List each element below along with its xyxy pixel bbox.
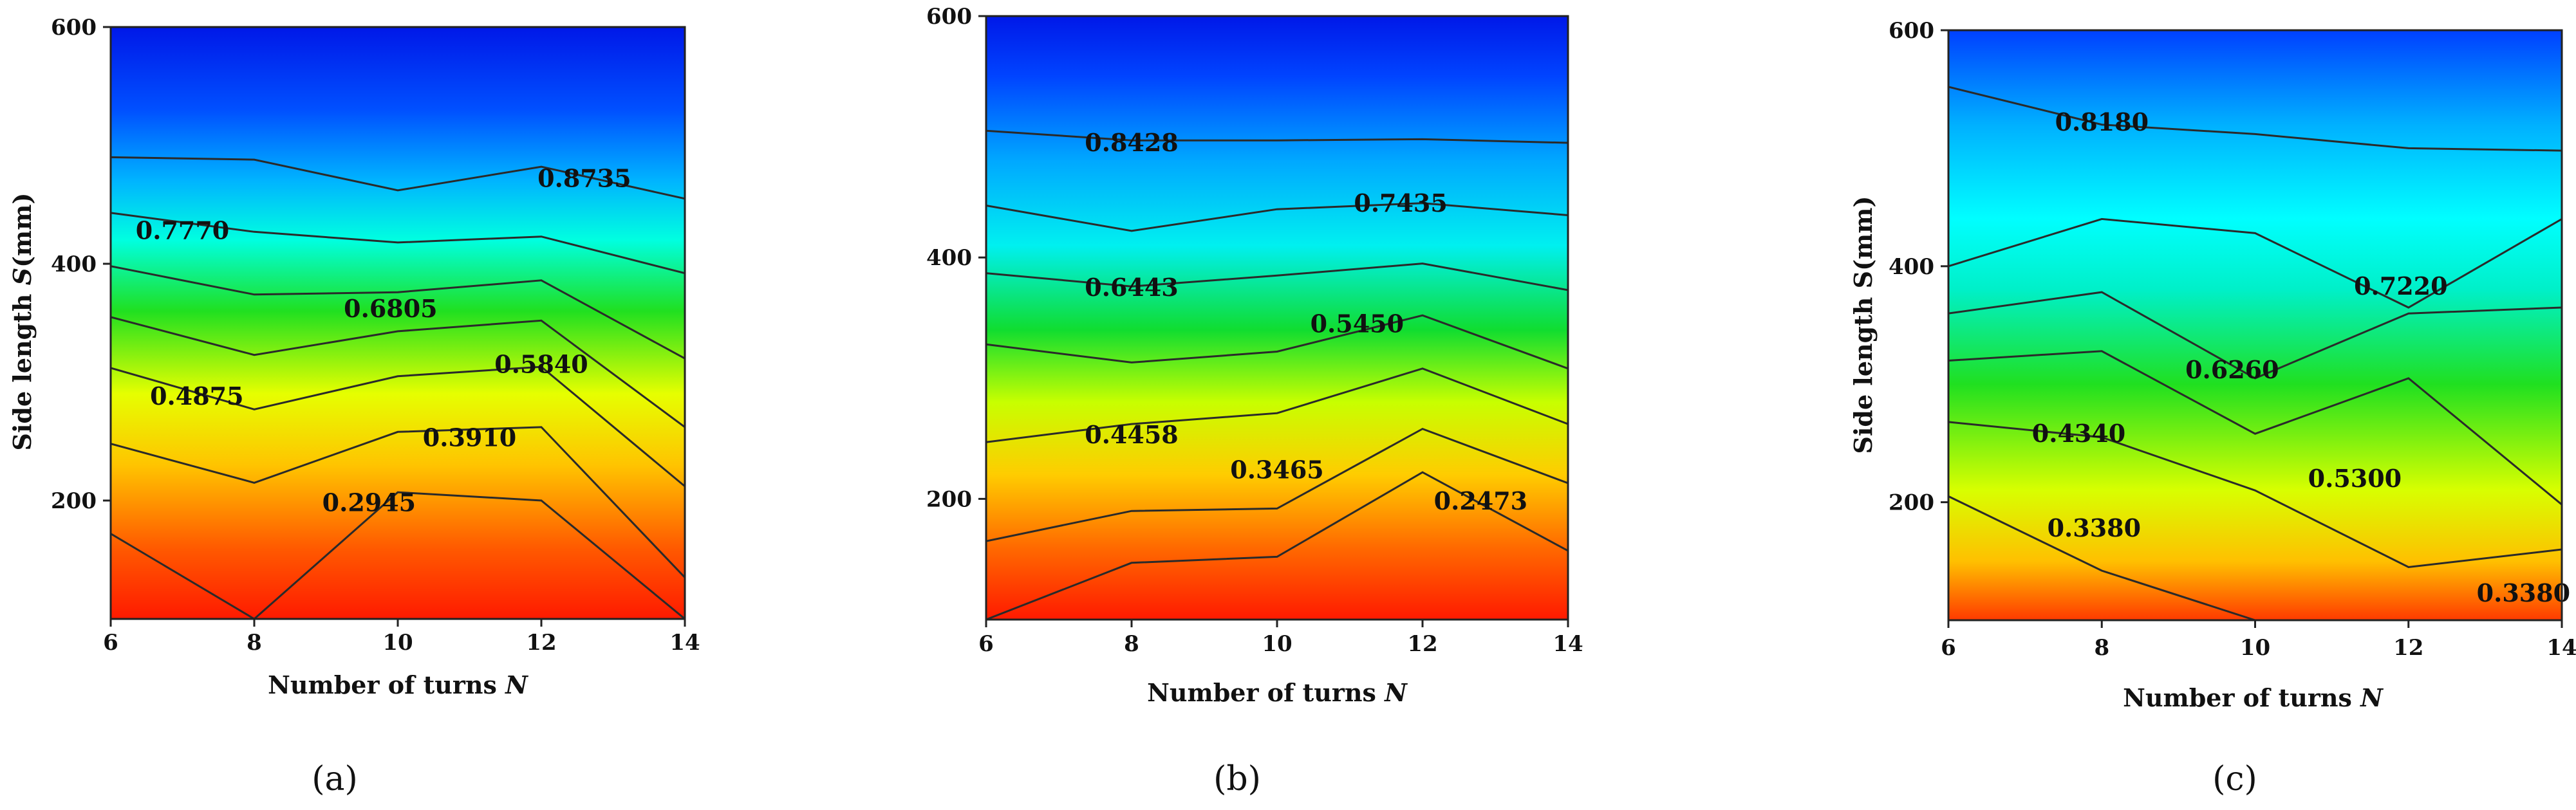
contour-lines-c bbox=[1948, 86, 2562, 620]
contour-labels-b: 0.8428 0.7435 0.6443 0.5450 0.4458 0.3465 0.24… bbox=[1085, 128, 1527, 515]
x-tick-label-c-1: 8 bbox=[2094, 635, 2109, 661]
plot-area-a bbox=[111, 27, 685, 619]
contour-label-b-1: 0.7435 bbox=[1354, 189, 1447, 217]
contour-line-a-6 bbox=[111, 491, 685, 619]
x-ticks-c: 6 8 10 12 14 bbox=[1941, 620, 2576, 661]
panel-a: 0.8735 0.7770 0.6805 0.5840 0.4875 0.3910 0.29… bbox=[8, 15, 700, 798]
x-tick-label-a-3: 12 bbox=[526, 630, 556, 656]
plot-area-c bbox=[1948, 30, 2562, 620]
contour-line-c-3 bbox=[1948, 350, 2562, 506]
contour-label-b-3: 0.5450 bbox=[1311, 309, 1404, 338]
contour-label-a-5: 0.4875 bbox=[150, 382, 243, 410]
x-axis-title-a: Number of turns N bbox=[268, 670, 528, 699]
contour-label-c-1: 0.7220 bbox=[2354, 272, 2447, 300]
y-tick-label-c-0: 200 bbox=[1889, 490, 1934, 516]
contour-line-c-0 bbox=[1948, 86, 2562, 152]
x-tick-label-b-0: 6 bbox=[978, 631, 994, 657]
contour-line-c-4 bbox=[1948, 421, 2562, 569]
contour-line-c-2 bbox=[1948, 291, 2562, 380]
contour-label-c-0: 0.8180 bbox=[2055, 107, 2149, 136]
caption-b: (b) bbox=[1213, 760, 1261, 798]
x-tick-label-c-3: 12 bbox=[2393, 635, 2423, 661]
contour-label-c-3: 0.5300 bbox=[2308, 464, 2402, 493]
contour-line-c-5 bbox=[1948, 495, 2562, 620]
y-ticks-c: 200 400 600 bbox=[1889, 18, 1948, 516]
y-tick-label-a-1: 400 bbox=[51, 252, 97, 277]
contour-label-c-2: 0.6260 bbox=[2185, 355, 2279, 384]
contour-label-b-0: 0.8428 bbox=[1085, 128, 1178, 157]
panel-b: 0.8428 0.7435 0.6443 0.5450 0.4458 0.3465 0.24… bbox=[926, 4, 1583, 798]
contour-line-b-4 bbox=[986, 367, 1568, 443]
x-tick-label-b-3: 12 bbox=[1407, 631, 1437, 657]
contour-line-a-2 bbox=[111, 265, 685, 360]
contour-label-b-6: 0.2473 bbox=[1434, 486, 1527, 515]
contour-labels-c: 0.8180 0.7220 0.6260 0.5300 0.4340 0.3380 0.33… bbox=[2032, 107, 2570, 607]
x-ticks-a: 6 8 10 12 14 bbox=[103, 619, 700, 656]
contour-lines-a bbox=[111, 156, 685, 619]
contour-line-b-0 bbox=[986, 129, 1568, 144]
x-tick-label-b-4: 14 bbox=[1553, 631, 1583, 657]
x-axis-title-c: Number of turns N bbox=[2123, 683, 2384, 712]
contour-label-a-2: 0.7770 bbox=[136, 216, 229, 245]
y-tick-label-c-1: 400 bbox=[1889, 254, 1934, 280]
x-tick-label-b-2: 10 bbox=[1262, 631, 1292, 657]
y-ticks-b: 200 400 600 bbox=[926, 4, 986, 512]
contour-label-b-5: 0.3465 bbox=[1230, 455, 1323, 484]
y-ticks-a: 200 400 600 bbox=[51, 15, 111, 514]
x-tick-label-c-0: 6 bbox=[1941, 635, 1956, 661]
y-tick-label-b-1: 400 bbox=[926, 245, 972, 271]
contour-line-b-6 bbox=[986, 471, 1568, 620]
x-tick-label-b-1: 8 bbox=[1124, 631, 1139, 657]
contour-labels-a: 0.8735 0.7770 0.6805 0.5840 0.4875 0.3910 0.29… bbox=[136, 164, 631, 517]
contour-line-a-0 bbox=[111, 156, 685, 200]
contour-line-a-3 bbox=[111, 316, 685, 428]
contour-label-a-1: 0.8735 bbox=[537, 164, 631, 193]
contour-label-c-5: 0.3380 bbox=[2048, 513, 2141, 542]
contour-line-b-2 bbox=[986, 262, 1568, 291]
x-tick-label-c-4: 14 bbox=[2546, 635, 2576, 661]
contour-label-c-6: 0.3380 bbox=[2477, 578, 2570, 607]
y-tick-label-b-2: 600 bbox=[926, 4, 972, 30]
x-tick-label-a-4: 14 bbox=[669, 630, 700, 656]
contour-label-a-3: 0.6805 bbox=[344, 294, 437, 323]
y-axis-title-a: Side length S(mm) bbox=[8, 193, 37, 451]
contour-line-b-1 bbox=[986, 202, 1568, 232]
y-tick-label-a-0: 200 bbox=[51, 488, 97, 514]
caption-c: (c) bbox=[2212, 760, 2257, 798]
contour-label-c-4: 0.4340 bbox=[2032, 419, 2125, 448]
contour-label-b-2: 0.6443 bbox=[1085, 273, 1178, 302]
x-tick-label-a-1: 8 bbox=[247, 630, 262, 656]
y-tick-label-a-2: 600 bbox=[51, 15, 97, 41]
plot-area-b bbox=[986, 16, 1568, 620]
contour-label-a-6: 0.3910 bbox=[423, 423, 516, 452]
contour-line-a-5 bbox=[111, 426, 685, 578]
caption-a: (a) bbox=[312, 760, 358, 798]
y-tick-label-b-0: 200 bbox=[926, 486, 972, 512]
contour-line-c-1 bbox=[1948, 217, 2562, 309]
contour-line-b-3 bbox=[986, 314, 1568, 370]
contour-line-b-5 bbox=[986, 427, 1568, 542]
contour-label-b-4: 0.4458 bbox=[1085, 420, 1178, 449]
contour-label-a-7: 0.2945 bbox=[322, 488, 416, 517]
y-axis-title-c: Side length S(mm) bbox=[1849, 196, 1878, 454]
contour-line-a-1 bbox=[111, 212, 685, 275]
x-axis-title-b: Number of turns N bbox=[1147, 678, 1408, 707]
panel-c: 0.8180 0.7220 0.6260 0.5300 0.4340 0.3380 0.33… bbox=[1849, 18, 2576, 798]
x-ticks-b: 6 8 10 12 14 bbox=[978, 620, 1583, 657]
x-tick-label-a-2: 10 bbox=[382, 630, 413, 656]
contour-label-a-4: 0.5840 bbox=[494, 349, 588, 378]
x-tick-label-a-0: 6 bbox=[103, 630, 118, 656]
x-tick-label-c-2: 10 bbox=[2240, 635, 2270, 661]
y-tick-label-c-2: 600 bbox=[1889, 18, 1934, 44]
contour-line-a-4 bbox=[111, 365, 685, 488]
contour-lines-b bbox=[986, 129, 1568, 620]
